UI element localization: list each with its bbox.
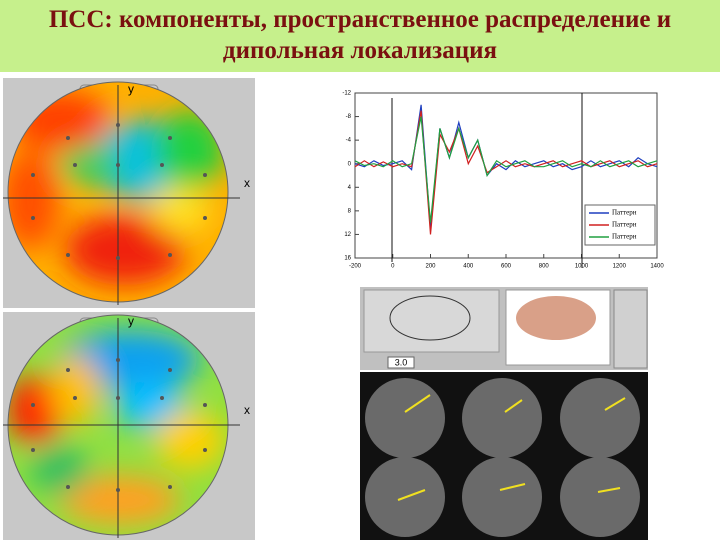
y-tick-label: -8 xyxy=(346,114,352,120)
legend-label: Паттерн xyxy=(612,209,637,217)
y-tick-label: 12 xyxy=(344,232,351,238)
slide-graphics: y x y x xyxy=(3,78,664,540)
title-line: дипольная локализация xyxy=(222,37,498,64)
x-tick-label: 600 xyxy=(501,264,512,270)
axis-label: y xyxy=(128,314,134,328)
series-line xyxy=(354,116,658,223)
title-line: ПСС: компоненты, пространственное распре… xyxy=(48,6,672,33)
y-tick-label: -4 xyxy=(346,138,352,144)
electrodes xyxy=(31,123,207,492)
y-tick-label: 16 xyxy=(344,256,351,262)
title-band: ПСС: компоненты, пространственное распре… xyxy=(0,0,720,72)
y-tick-label: 0 xyxy=(348,161,352,167)
viewer-head xyxy=(389,295,471,341)
axis-label: y xyxy=(128,82,134,96)
x-tick-label: 1200 xyxy=(613,264,627,270)
y-tick-label: 4 xyxy=(348,185,352,191)
legend-label: Паттерн xyxy=(612,221,637,229)
axis-label: x xyxy=(244,403,250,417)
value-box xyxy=(387,356,415,369)
viewer-value: 3.0 xyxy=(395,357,408,367)
viewer-toolbar xyxy=(613,289,648,369)
x-tick-label: 0 xyxy=(391,264,395,270)
y-tick-label: 8 xyxy=(348,208,352,214)
x-tick-label: 800 xyxy=(539,264,550,270)
x-tick-label: 1400 xyxy=(650,264,664,270)
viewer-brain xyxy=(516,296,596,340)
legend-label: Паттерн xyxy=(612,233,637,241)
y-tick-label: -12 xyxy=(342,91,351,97)
viewer-slices xyxy=(363,289,500,353)
axis-label: x xyxy=(244,176,250,190)
x-tick-label: 200 xyxy=(425,264,436,270)
mri-slices xyxy=(365,378,640,537)
series-line xyxy=(354,110,658,235)
x-tick-label: 400 xyxy=(463,264,474,270)
x-tick-label: -200 xyxy=(349,264,362,270)
